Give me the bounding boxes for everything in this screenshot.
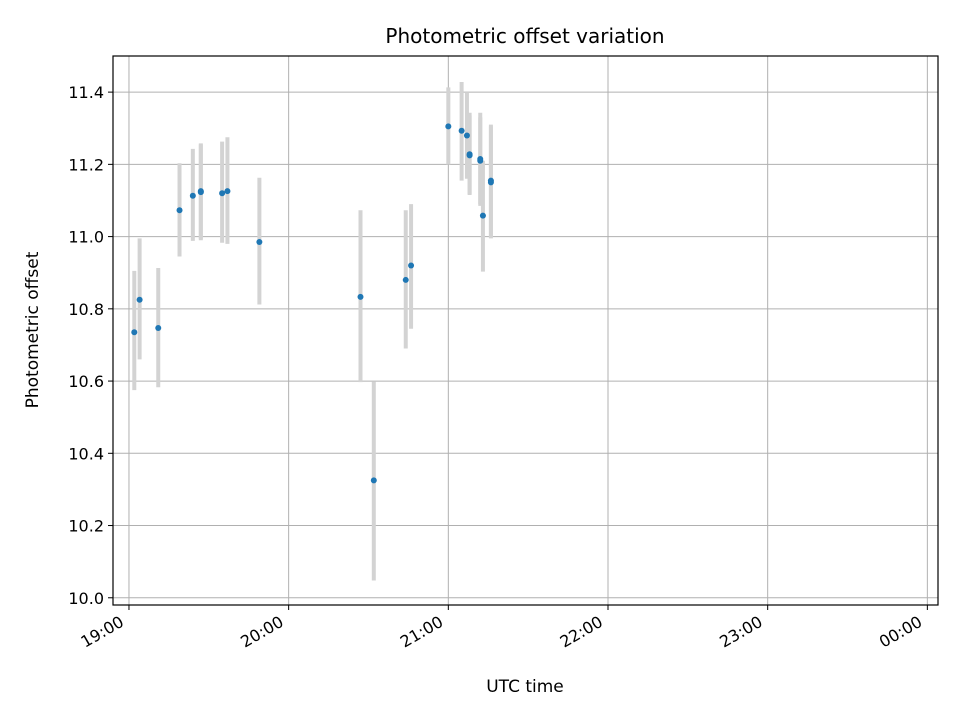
plot-frame — [112, 55, 939, 606]
data-point — [155, 324, 162, 331]
data-point — [197, 188, 204, 195]
y-tick-label: 10.8 — [68, 300, 104, 319]
data-point — [256, 239, 263, 246]
y-tick-label: 11.0 — [68, 228, 104, 247]
y-tick-label: 11.2 — [68, 155, 104, 174]
data-point — [176, 207, 183, 214]
data-point — [219, 190, 226, 197]
data-point — [477, 155, 484, 162]
y-tick-label: 11.4 — [68, 83, 104, 102]
data-point — [463, 132, 470, 139]
y-tick-label: 10.4 — [68, 444, 104, 463]
y-tick-label: 10.2 — [68, 517, 104, 536]
data-point — [445, 123, 452, 130]
data-point — [131, 329, 138, 336]
data-point — [189, 192, 196, 199]
y-tick-label: 10.6 — [68, 372, 104, 391]
data-points — [131, 123, 494, 484]
data-point — [136, 296, 143, 303]
y-tick-label: 10.0 — [68, 589, 104, 608]
data-point — [402, 276, 409, 283]
data-point — [466, 152, 473, 159]
data-point — [479, 212, 486, 219]
data-point — [370, 477, 377, 484]
chart-title: Photometric offset variation — [385, 24, 664, 48]
data-point — [487, 179, 494, 186]
data-point — [458, 127, 465, 134]
data-point — [357, 293, 364, 300]
x-axis-label: UTC time — [486, 677, 564, 697]
y-axis-label: Photometric offset — [23, 251, 43, 408]
data-point — [224, 188, 231, 195]
grid — [113, 56, 938, 605]
data-point — [408, 262, 415, 269]
